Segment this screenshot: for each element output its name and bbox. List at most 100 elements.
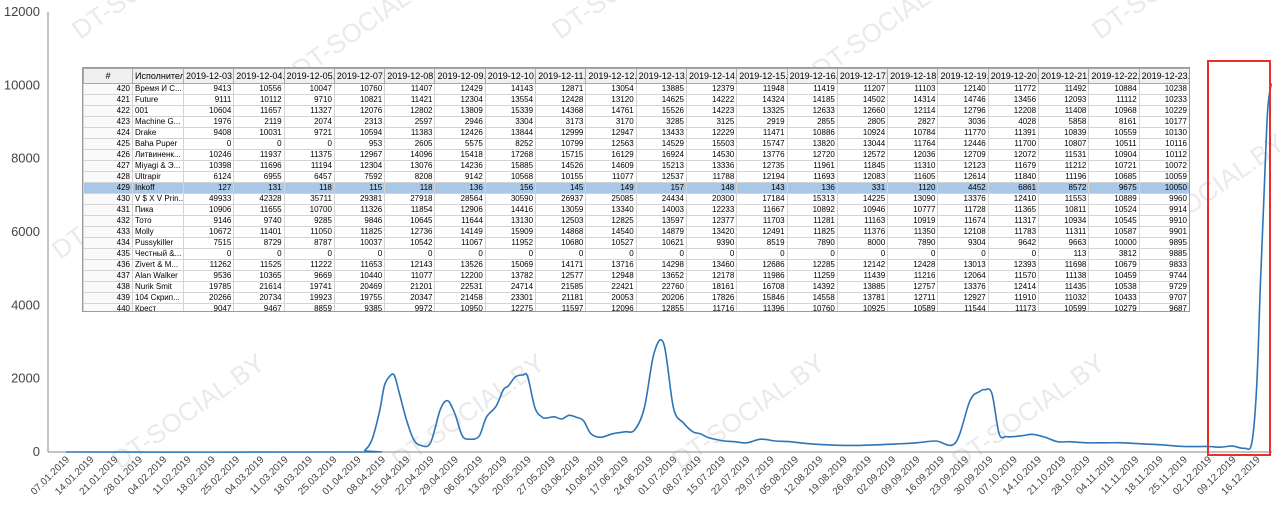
table-cell-value: 12285 <box>786 259 838 271</box>
table-cell-value: 11693 <box>786 171 838 183</box>
table-cell-value: 0 <box>786 248 838 260</box>
table-row[interactable]: 429 Inkoff 127 131 118 115 118 136 156 145 149 157 1… <box>83 182 1189 194</box>
table-row[interactable]: 435 Честный &... 0 0 0 0 0 0 0 0 0 0 0 0 0 0 0 0 0 113 3812 9… <box>83 248 1189 260</box>
column-header-date[interactable]: 2019-12-10... <box>484 68 537 84</box>
table-cell-value: 13554 <box>484 94 537 106</box>
table-cell-value: 11212 <box>1038 160 1090 172</box>
table-cell-value: 4452 <box>937 182 989 194</box>
table-cell-value: 11310 <box>887 160 939 172</box>
table-cell-value: 11772 <box>987 83 1040 95</box>
column-header-date[interactable]: 2019-12-16... <box>786 68 838 84</box>
column-header-date[interactable]: 2019-12-08... <box>384 68 436 84</box>
column-header-date[interactable]: 2019-12-09... <box>434 68 486 84</box>
table-cell-value: 12200 <box>434 270 486 282</box>
table-cell-value: 0 <box>585 248 637 260</box>
table-cell-value: 10700 <box>283 204 335 216</box>
table-cell-value: 17268 <box>484 149 537 161</box>
column-header-date[interactable]: 2019-12-07... <box>333 68 386 84</box>
column-header-artist[interactable]: Исполнитель <box>132 68 184 84</box>
table-cell-value: 11194 <box>283 160 335 172</box>
data-table: #Исполнитель2019-12-03...2019-12-04...20… <box>83 68 1189 311</box>
column-header-date[interactable]: 2019-12-05... <box>283 68 335 84</box>
table-row[interactable]: 420 Время И С... 9413 10556 10047 10760 11407 1… <box>83 83 1189 95</box>
table-cell-value: 9687 <box>1138 303 1189 311</box>
table-cell-value: 953 <box>333 138 386 150</box>
table-row[interactable]: 427 Miyagi & Э... 10398 11696 11194 12304 1307… <box>83 160 1189 172</box>
table-cell-value: 10886 <box>786 127 838 139</box>
table-row[interactable]: 425 Baha Puper 0 0 0 953 2605 5575 8252 10799 1256… <box>83 138 1189 150</box>
column-header-date[interactable]: 2019-12-23... <box>1138 68 1189 84</box>
table-row[interactable]: 432 Тото 9146 9740 9285 9846 10645 11644 13130 12… <box>83 215 1189 227</box>
table-cell-value: 10112 <box>233 94 285 106</box>
table-cell-value: 21614 <box>233 281 285 293</box>
table-row[interactable]: 433 Molly 10672 11401 11050 11825 12736 14149 15… <box>83 226 1189 238</box>
column-header-date[interactable]: 2019-12-19... <box>937 68 989 84</box>
column-header-date[interactable]: 2019-12-12... <box>585 68 637 84</box>
table-row[interactable]: 426 Литвиненк... 10246 11937 11375 12967 14096… <box>83 149 1189 161</box>
table-row[interactable]: 438 Nurik Smit 19785 21614 19741 20469 21201 22… <box>83 281 1189 293</box>
column-header-date[interactable]: 2019-12-15... <box>736 68 788 84</box>
column-header-date[interactable]: 2019-12-21... <box>1038 68 1090 84</box>
table-cell-value: 20206 <box>635 292 687 304</box>
table-cell-value: 13376 <box>937 193 989 205</box>
column-header-date[interactable]: 2019-12-03... <box>182 68 235 84</box>
table-row[interactable]: 431 Пика 10906 11655 10700 11326 11854 12906 144… <box>83 204 1189 216</box>
table-cell-value: 14530 <box>685 149 738 161</box>
column-header-date[interactable]: 2019-12-13... <box>635 68 687 84</box>
column-header-date[interactable]: 2019-12-04... <box>233 68 285 84</box>
table-row[interactable]: 430 V $ X V Prin... 49933 42328 35711 29381 27… <box>83 193 1189 205</box>
table-cell-artist: Machine G... <box>132 116 184 128</box>
table-row[interactable]: 439 104 Скрип... 20266 20734 19923 19755 20347… <box>83 292 1189 304</box>
table-cell-value: 12108 <box>937 226 989 238</box>
table-cell-value: 11770 <box>937 127 989 139</box>
table-row[interactable]: 421 Future 9111 10112 9710 10821 11421 12304 135… <box>83 94 1189 106</box>
column-header-date[interactable]: 2019-12-14... <box>685 68 738 84</box>
column-header-date[interactable]: 2019-12-22... <box>1088 68 1140 84</box>
table-cell-value: 0 <box>333 248 386 260</box>
table-cell-value: 11196 <box>1038 171 1090 183</box>
table-cell-value: 9663 <box>1038 237 1090 249</box>
table-cell-value: 12393 <box>987 259 1040 271</box>
table-cell-value: 10599 <box>1038 303 1090 311</box>
table-row[interactable]: 436 Zivert & M... 11262 11525 11222 11653 1214… <box>83 259 1189 271</box>
table-cell-value: 8787 <box>283 237 335 249</box>
table-cell-value: 11553 <box>1038 193 1090 205</box>
table-cell-value: 4028 <box>987 116 1040 128</box>
table-row[interactable]: 437 Alan Walker 9536 10365 9669 10440 11077 122… <box>83 270 1189 282</box>
table-cell-value: 20347 <box>384 292 436 304</box>
table-row[interactable]: 434 Pussykiller 7515 8729 8787 10037 10542 1106… <box>83 237 1189 249</box>
table-cell-value: 10594 <box>333 127 386 139</box>
table-cell-value: 11703 <box>736 215 788 227</box>
table-cell-value: 13782 <box>484 270 537 282</box>
table-row[interactable]: 423 Machine G... 1976 2119 2074 2313 2597 2946 3… <box>83 116 1189 128</box>
table-cell-value: 10047 <box>283 83 335 95</box>
table-cell-value: 21201 <box>384 281 436 293</box>
table-cell-value: 14625 <box>635 94 687 106</box>
table-cell-value: 10000 <box>1088 237 1140 249</box>
table-cell-artist: 001 <box>132 105 184 117</box>
table-cell-value: 13130 <box>484 215 537 227</box>
table-cell-value: 12736 <box>384 226 436 238</box>
column-header-date[interactable]: 2019-12-18... <box>887 68 939 84</box>
table-cell-value: 12967 <box>333 149 386 161</box>
table-cell-value: 12414 <box>987 281 1040 293</box>
table-cell-value: 10365 <box>233 270 285 282</box>
column-header-date[interactable]: 2019-12-11... <box>535 68 587 84</box>
table-cell-index: 423 <box>83 116 133 128</box>
table-cell-value: 12563 <box>585 138 637 150</box>
column-header-date[interactable]: 2019-12-17... <box>836 68 889 84</box>
table-row[interactable]: 422 001 10604 11657 11327 12076 12802 13809 1533… <box>83 105 1189 117</box>
column-header-index[interactable]: # <box>83 68 133 84</box>
table-cell-value: 12140 <box>937 83 989 95</box>
table-row[interactable]: 428 Ultrapir 6124 6955 6457 7592 8208 9142 10568… <box>83 171 1189 183</box>
column-header-date[interactable]: 2019-12-20... <box>987 68 1040 84</box>
table-cell-value: 10839 <box>1038 127 1090 139</box>
table-cell-value: 13336 <box>685 160 738 172</box>
table-cell-value: 11067 <box>434 237 486 249</box>
table-row[interactable]: 424 Drake 9408 10031 9721 10594 11383 12426 1384… <box>83 127 1189 139</box>
table-cell-value: 8729 <box>233 237 285 249</box>
table-cell-value: 0 <box>887 248 939 260</box>
table-cell-value: 148 <box>685 182 738 194</box>
table-cell-value: 12537 <box>635 171 687 183</box>
table-row[interactable]: 440 Крест 9047 9467 8859 9385 9972 10950 12275 11… <box>83 303 1189 311</box>
